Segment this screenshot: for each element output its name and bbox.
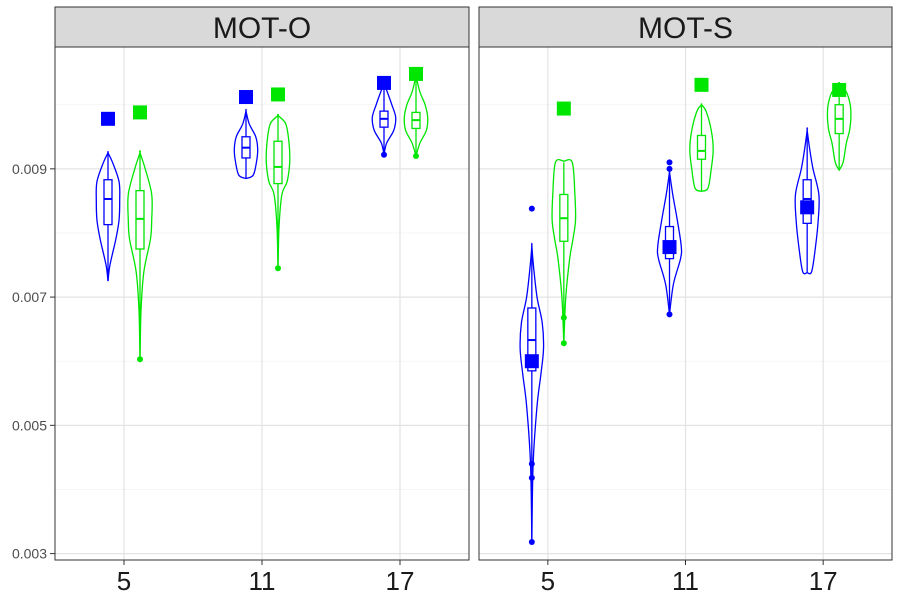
outlier-point <box>381 151 387 158</box>
reference-marker <box>556 101 571 116</box>
violin-group <box>95 111 121 282</box>
y-tick-label: 0.005 <box>12 417 47 433</box>
x-tick-label: 11 <box>672 566 699 596</box>
violin-outline <box>233 108 259 180</box>
reference-marker <box>377 75 391 90</box>
outlier-point <box>528 205 535 212</box>
violin-group <box>519 205 545 546</box>
outlier-point <box>666 165 673 172</box>
y-tick-label: 0.009 <box>12 161 47 177</box>
reference-marker <box>694 77 709 92</box>
violin-outline <box>689 103 714 193</box>
reference-marker <box>832 82 847 97</box>
panel-mot-o: MOT-O <box>54 6 470 561</box>
x-tick-label: 5 <box>117 566 131 596</box>
facet-label: MOT-O <box>213 12 311 45</box>
reference-marker <box>133 105 147 120</box>
outlier-point <box>666 311 673 318</box>
reference-marker <box>662 240 677 255</box>
box-iqr <box>103 179 113 226</box>
violin-group <box>265 87 291 272</box>
violin-group <box>826 81 852 172</box>
outlier-point <box>560 314 567 321</box>
x-axis: 5 11 17 5 11 17 <box>117 560 838 596</box>
facet-strip <box>478 6 893 48</box>
outlier-point <box>275 265 281 272</box>
x-tick-label: 17 <box>386 566 415 596</box>
violin-group <box>551 101 577 347</box>
x-tick-label: 5 <box>541 566 555 596</box>
violin-group <box>233 90 259 180</box>
x-tick-label: 11 <box>249 566 276 596</box>
outlier-point <box>528 539 535 546</box>
outlier-point <box>560 340 567 347</box>
violin-group <box>689 77 714 193</box>
reference-marker <box>800 200 815 215</box>
facet-label: MOT-S <box>638 12 733 45</box>
violin-group <box>794 127 820 275</box>
x-tick-label: 17 <box>809 566 838 596</box>
reference-marker <box>524 354 539 369</box>
gridlines <box>55 47 469 560</box>
violin-group <box>371 75 397 158</box>
violin-outline <box>551 158 577 344</box>
outlier-point <box>666 159 673 166</box>
reference-marker <box>101 111 115 126</box>
gridlines <box>479 47 892 560</box>
violin-outline <box>95 150 121 282</box>
reference-marker <box>409 66 423 81</box>
outlier-point <box>137 356 143 363</box>
violin-group <box>403 66 429 160</box>
violin-outline <box>794 127 820 275</box>
outlier-point <box>528 474 535 481</box>
violin-group <box>127 105 153 363</box>
violin-group <box>656 159 683 318</box>
box-iqr <box>273 140 283 185</box>
box-iqr <box>696 134 707 160</box>
facet-strip <box>54 6 470 48</box>
violin-outline <box>519 242 545 543</box>
violin-outline <box>826 81 852 172</box>
panel-mot-s: MOT-S <box>478 6 893 561</box>
reference-marker <box>239 90 253 105</box>
outlier-point <box>528 460 535 467</box>
reference-marker <box>271 87 285 102</box>
y-tick-label: 0.003 <box>12 546 47 562</box>
y-axis: 0.003 0.005 0.007 0.009 <box>12 161 55 562</box>
violin-outline <box>265 113 291 269</box>
y-tick-label: 0.007 <box>12 289 47 305</box>
outlier-point <box>413 153 419 160</box>
violin-outline <box>127 150 153 360</box>
